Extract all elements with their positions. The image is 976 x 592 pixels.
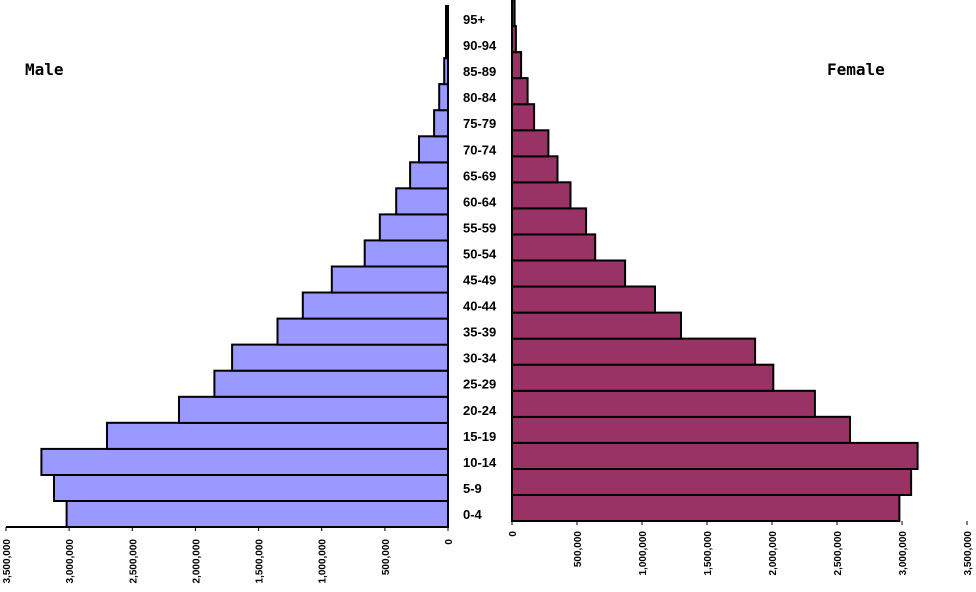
- female-tick-label: 1,000,000: [638, 531, 649, 576]
- male-bar-40-44: [301, 291, 449, 320]
- male-bar-90-94: [445, 31, 449, 60]
- male-tick-labels: 3,500,000 3,000,000 2,500,000 2,000,000 1,50…: [2, 527, 455, 584]
- female-tick-label: 0: [508, 531, 519, 537]
- male-bar-55-59: [378, 213, 449, 242]
- age-group-label: 15-19: [463, 429, 496, 444]
- male-bar-10-14: [40, 447, 450, 476]
- male-bar-35-39: [276, 317, 449, 346]
- age-group-label: 90-94: [463, 38, 497, 53]
- female-tick-label: 2,000,000: [768, 531, 779, 576]
- age-group-label: 45-49: [463, 273, 496, 288]
- age-group-label: 10-14: [463, 455, 497, 470]
- age-group-label: 65-69: [463, 168, 496, 183]
- age-group-label: 70-74: [463, 142, 497, 157]
- female-bar-40-44: [511, 285, 656, 314]
- male-bar-25-29: [213, 369, 449, 398]
- female-label: Female: [827, 60, 885, 79]
- age-group-label: 25-29: [463, 377, 496, 392]
- male-bar-95+: [445, 5, 449, 34]
- age-group-label: 0-4: [463, 507, 483, 522]
- male-bar-15-19: [106, 421, 449, 450]
- male-tick-label: 0: [444, 539, 455, 545]
- female-tick-label: 3,500,000: [963, 531, 974, 576]
- female-bar-30-34: [511, 337, 757, 366]
- male-bar-0-4: [65, 499, 449, 528]
- age-group-label: 5-9: [463, 481, 482, 496]
- male-bar-85-89: [443, 57, 450, 86]
- female-bar-75-79: [511, 103, 536, 132]
- female-bar-85-89: [511, 51, 523, 80]
- female-tick-label: 2,500,000: [833, 531, 844, 576]
- age-labels: 0-4 5-9 10-14 15-19 20-24 25-29 30-34 35-39 40-4…: [463, 12, 497, 522]
- male-tick-label: 1,000,000: [318, 539, 329, 584]
- female-bar-80-84: [511, 77, 529, 106]
- age-group-label: 40-44: [463, 299, 497, 314]
- female-bar-20-24: [511, 389, 816, 418]
- age-group-label: 75-79: [463, 116, 496, 131]
- male-bars: [40, 5, 450, 528]
- female-tick-label: 500,000: [573, 531, 584, 568]
- female-tick-labels: 0 500,000 1,000,000 1,500,000 2,000,000 2,500…: [508, 521, 974, 576]
- female-bar-25-29: [511, 363, 775, 392]
- age-group-label: 30-34: [463, 351, 497, 366]
- female-bar-5-9: [511, 467, 913, 496]
- female-bar-35-39: [511, 311, 682, 340]
- male-tick-label: 3,500,000: [2, 539, 13, 584]
- female-bar-60-64: [511, 181, 572, 210]
- male-tick-label: 500,000: [381, 539, 392, 576]
- female-bar-50-54: [511, 233, 597, 262]
- male-tick-label: 3,000,000: [65, 539, 76, 584]
- age-group-label: 35-39: [463, 325, 496, 340]
- female-bar-15-19: [511, 415, 851, 444]
- axes: [6, 0, 513, 528]
- age-group-label: 80-84: [463, 90, 497, 105]
- male-bar-80-84: [438, 83, 450, 112]
- female-bar-55-59: [511, 207, 588, 236]
- age-group-label: 50-54: [463, 247, 497, 262]
- female-bar-70-74: [511, 129, 550, 158]
- female-bar-45-49: [511, 259, 627, 288]
- male-bar-50-54: [363, 239, 450, 268]
- female-tick-label: 3,000,000: [898, 531, 909, 576]
- male-tick-label: 2,000,000: [191, 539, 202, 584]
- male-tick-label: 1,500,000: [255, 539, 266, 584]
- male-bar-75-79: [433, 109, 450, 138]
- female-tick-label: 1,500,000: [703, 531, 714, 576]
- male-bar-65-69: [409, 161, 450, 190]
- male-bar-20-24: [178, 395, 449, 424]
- male-bar-45-49: [330, 265, 449, 294]
- male-bar-5-9: [53, 473, 449, 502]
- male-bar-30-34: [231, 343, 449, 372]
- male-bar-60-64: [395, 187, 450, 216]
- male-label: Male: [25, 60, 64, 79]
- age-group-label: 55-59: [463, 220, 496, 235]
- male-bar-70-74: [418, 135, 449, 164]
- age-group-label: 95+: [463, 12, 485, 27]
- age-group-label: 20-24: [463, 403, 497, 418]
- male-tick-label: 2,500,000: [128, 539, 139, 584]
- age-group-label: 60-64: [463, 194, 497, 209]
- female-bar-0-4: [511, 493, 901, 522]
- female-bars: [511, 0, 919, 522]
- female-bar-10-14: [511, 441, 919, 470]
- female-bar-65-69: [511, 155, 559, 184]
- age-group-label: 85-89: [463, 64, 496, 79]
